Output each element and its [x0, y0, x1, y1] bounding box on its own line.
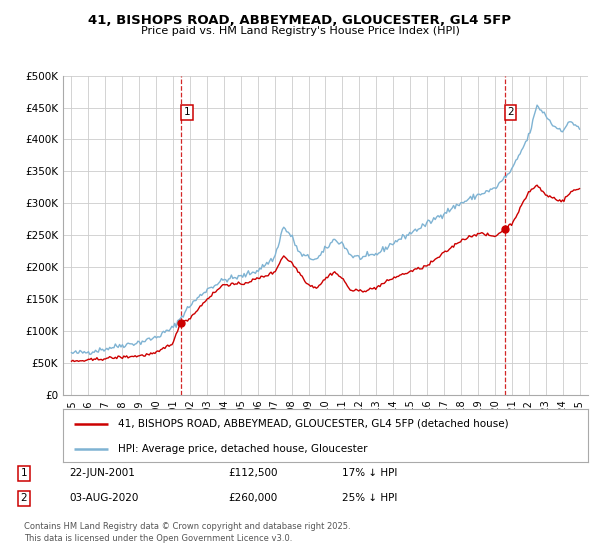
Text: 41, BISHOPS ROAD, ABBEYMEAD, GLOUCESTER, GL4 5FP (detached house): 41, BISHOPS ROAD, ABBEYMEAD, GLOUCESTER,… — [118, 419, 509, 429]
Text: 2: 2 — [507, 108, 514, 117]
Text: £112,500: £112,500 — [228, 468, 277, 478]
Text: 41, BISHOPS ROAD, ABBEYMEAD, GLOUCESTER, GL4 5FP: 41, BISHOPS ROAD, ABBEYMEAD, GLOUCESTER,… — [89, 14, 511, 27]
Text: £260,000: £260,000 — [228, 493, 277, 503]
Text: 1: 1 — [184, 108, 190, 117]
Text: Price paid vs. HM Land Registry's House Price Index (HPI): Price paid vs. HM Land Registry's House … — [140, 26, 460, 36]
Text: 17% ↓ HPI: 17% ↓ HPI — [342, 468, 397, 478]
Text: Contains HM Land Registry data © Crown copyright and database right 2025.
This d: Contains HM Land Registry data © Crown c… — [24, 522, 350, 543]
Text: 1: 1 — [20, 468, 28, 478]
Text: 22-JUN-2001: 22-JUN-2001 — [69, 468, 135, 478]
Text: 03-AUG-2020: 03-AUG-2020 — [69, 493, 139, 503]
Text: HPI: Average price, detached house, Gloucester: HPI: Average price, detached house, Glou… — [118, 444, 368, 454]
Text: 2: 2 — [20, 493, 28, 503]
Text: 25% ↓ HPI: 25% ↓ HPI — [342, 493, 397, 503]
